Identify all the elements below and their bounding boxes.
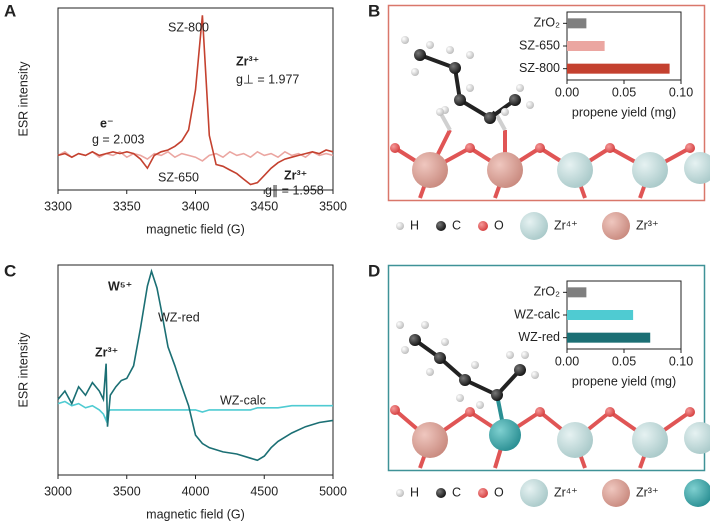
surface-illustration-d bbox=[390, 321, 710, 469]
atom-label: O bbox=[494, 485, 504, 499]
x-tick-label: 3350 bbox=[113, 199, 141, 213]
atom-swatch bbox=[684, 479, 710, 507]
plot-frame bbox=[57, 7, 334, 191]
y-tick-label: ZrO₂ bbox=[534, 285, 561, 299]
series-label: SZ-800 bbox=[168, 20, 209, 34]
x-tick-label: 3300 bbox=[44, 199, 72, 213]
panel-label: D bbox=[368, 261, 380, 280]
panel-d-frame bbox=[387, 264, 706, 472]
x-tick-label: 4500 bbox=[250, 484, 278, 498]
panel-label: A bbox=[4, 1, 16, 20]
x-axis-label: propene yield (mg) bbox=[572, 374, 676, 388]
y-tick-label: SZ-650 bbox=[519, 38, 560, 52]
atom-swatch bbox=[478, 488, 488, 498]
atom-swatch bbox=[602, 479, 630, 507]
x-tick-label: 3000 bbox=[44, 484, 72, 498]
y-tick-label: ZrO₂ bbox=[534, 16, 561, 30]
x-tick-label: 0.10 bbox=[669, 85, 693, 99]
atom-swatch bbox=[478, 221, 488, 231]
spectrum-line bbox=[57, 268, 334, 462]
series-label: SZ-650 bbox=[158, 170, 199, 184]
y-axis-label: ESR intensity bbox=[16, 61, 30, 137]
x-tick-label: 5000 bbox=[319, 484, 347, 498]
x-tick-label: 4000 bbox=[182, 484, 210, 498]
atom-swatch bbox=[520, 479, 548, 507]
atom-swatch bbox=[520, 212, 548, 240]
x-tick-label: 0.05 bbox=[612, 85, 636, 99]
annotation: e⁻ bbox=[100, 116, 114, 130]
atom-swatch bbox=[602, 212, 630, 240]
spectrum-line bbox=[57, 150, 334, 162]
y-tick-label: WZ-calc bbox=[514, 307, 560, 321]
x-axis-label: magnetic field (G) bbox=[146, 222, 245, 236]
x-tick-label: 3500 bbox=[113, 484, 141, 498]
bar bbox=[567, 41, 605, 51]
annotation: Zr³⁺ bbox=[284, 168, 307, 182]
x-axis-label: propene yield (mg) bbox=[572, 105, 676, 119]
bar bbox=[567, 63, 670, 74]
bar bbox=[567, 332, 651, 343]
x-tick-label: 0.00 bbox=[555, 85, 579, 99]
plot-frame bbox=[57, 264, 334, 476]
atom-label: Zr⁴⁺ bbox=[554, 218, 578, 232]
y-tick-label: WZ-red bbox=[518, 330, 560, 344]
surface-illustration-b bbox=[390, 36, 710, 199]
atom-label: Zr⁴⁺ bbox=[554, 485, 578, 499]
x-tick-label: 3450 bbox=[250, 199, 278, 213]
panel-label: C bbox=[4, 261, 16, 280]
x-tick-label: 0.05 bbox=[612, 354, 636, 368]
spectrum-line bbox=[57, 15, 334, 186]
panel-b-frame bbox=[387, 4, 706, 202]
bar bbox=[567, 310, 634, 320]
atom-label: O bbox=[494, 218, 504, 232]
y-axis-label: ESR intensity bbox=[16, 332, 30, 408]
atom-label: Zr³⁺ bbox=[636, 485, 659, 499]
atom-swatch bbox=[396, 489, 404, 497]
atom-label: C bbox=[452, 485, 461, 499]
x-axis-label: magnetic field (G) bbox=[146, 507, 245, 521]
atom-label: H bbox=[410, 485, 419, 499]
atom-label: C bbox=[452, 218, 461, 232]
spectrum-line bbox=[57, 400, 333, 424]
annotation: Zr³⁺ bbox=[236, 54, 259, 68]
atom-label: Zr³⁺ bbox=[636, 218, 659, 232]
bar bbox=[567, 287, 587, 298]
x-tick-label: 0.00 bbox=[555, 354, 579, 368]
bar bbox=[567, 18, 587, 29]
annotation: W⁵⁺ bbox=[108, 279, 132, 293]
x-tick-label: 3400 bbox=[182, 199, 210, 213]
atom-swatch bbox=[436, 488, 446, 498]
annotation: g∥ = 1.958 bbox=[265, 183, 324, 197]
atom-label: H bbox=[410, 218, 419, 232]
y-tick-label: SZ-800 bbox=[519, 61, 560, 75]
x-tick-label: 0.10 bbox=[669, 354, 693, 368]
panel-label: B bbox=[368, 1, 380, 20]
atom-swatch bbox=[396, 222, 404, 230]
annotation: Zr³⁺ bbox=[95, 345, 118, 359]
x-tick-label: 3500 bbox=[319, 199, 347, 213]
annotation: g = 2.003 bbox=[92, 132, 145, 146]
annotation: g⊥ = 1.977 bbox=[236, 72, 299, 86]
series-label: WZ-red bbox=[158, 310, 200, 324]
series-label: WZ-calc bbox=[220, 393, 266, 407]
atom-swatch bbox=[436, 221, 446, 231]
